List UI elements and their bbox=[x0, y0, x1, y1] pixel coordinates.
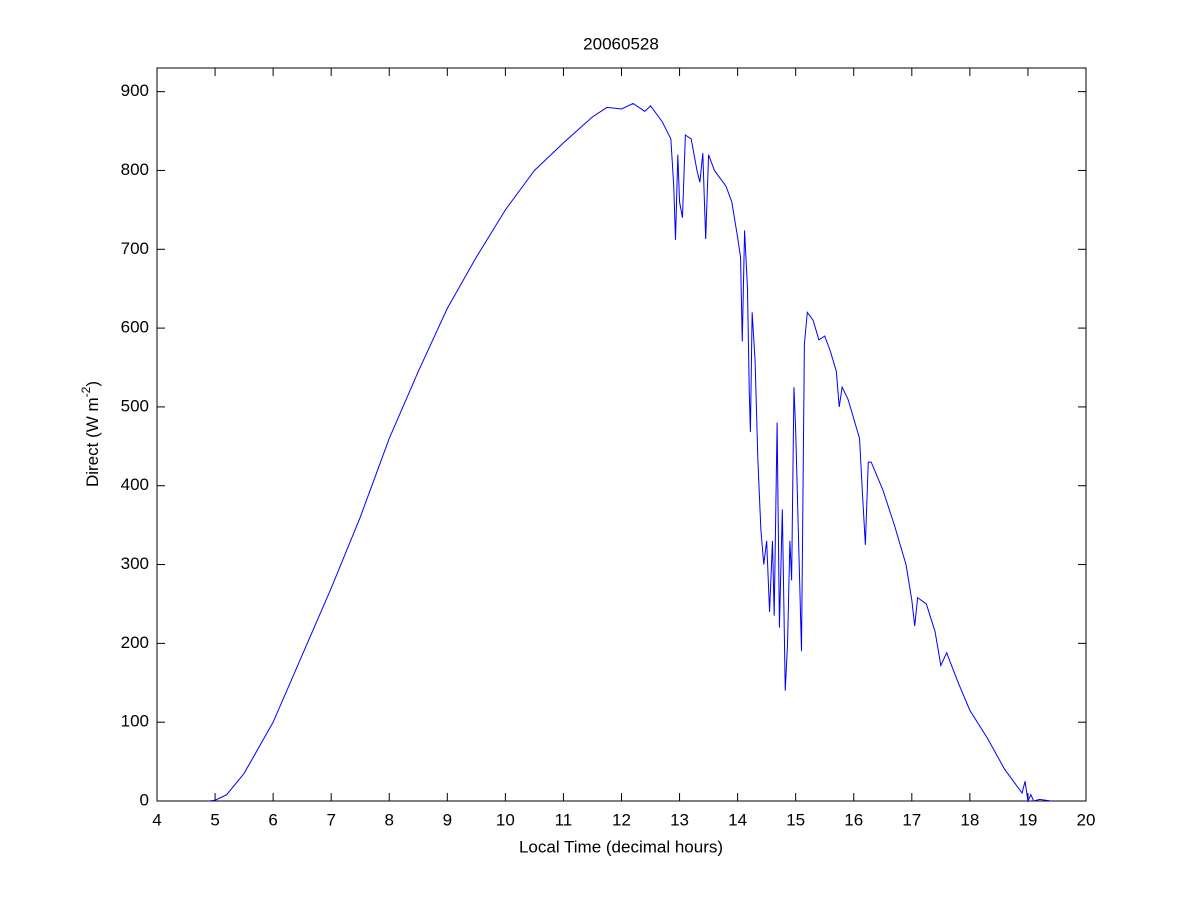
x-tick-label: 7 bbox=[326, 810, 335, 829]
x-axis-label: Local Time (decimal hours) bbox=[519, 837, 723, 856]
x-tick-label: 15 bbox=[786, 810, 805, 829]
y-tick-label: 200 bbox=[121, 633, 149, 652]
x-tick-label: 17 bbox=[902, 810, 921, 829]
x-tick-label: 10 bbox=[496, 810, 515, 829]
y-label-main: Direct (W m bbox=[83, 397, 102, 487]
x-tick-label: 8 bbox=[385, 810, 394, 829]
x-tick-label: 19 bbox=[1018, 810, 1037, 829]
x-tick-label: 20 bbox=[1077, 810, 1096, 829]
y-tick-label: 500 bbox=[121, 396, 149, 415]
y-tick-label: 900 bbox=[121, 81, 149, 100]
y-tick-label: 700 bbox=[121, 239, 149, 258]
x-tick-label: 5 bbox=[210, 810, 219, 829]
chart-title: 20060528 bbox=[583, 34, 659, 53]
plot-box bbox=[156, 67, 1087, 802]
x-tick-label: 9 bbox=[443, 810, 452, 829]
x-tick-label: 13 bbox=[670, 810, 689, 829]
y-tick-label: 400 bbox=[121, 475, 149, 494]
data-line bbox=[209, 102, 1052, 803]
y-tick-label: 300 bbox=[121, 554, 149, 573]
y-tick-label: 600 bbox=[121, 318, 149, 337]
x-tick-label: 16 bbox=[844, 810, 863, 829]
x-tick-label: 18 bbox=[960, 810, 979, 829]
y-tick-label: 800 bbox=[121, 160, 149, 179]
y-label-sup: -2 bbox=[79, 386, 93, 397]
x-tick-label: 12 bbox=[612, 810, 631, 829]
x-tick-label: 14 bbox=[728, 810, 747, 829]
x-tick-label: 6 bbox=[268, 810, 277, 829]
y-label-end: ) bbox=[83, 381, 102, 387]
y-tick-label: 0 bbox=[140, 790, 149, 809]
y-tick-label: 100 bbox=[121, 712, 149, 731]
x-tick-label: 11 bbox=[555, 810, 573, 829]
x-tick-label: 4 bbox=[152, 810, 161, 829]
y-axis-label: Direct (W m-2) bbox=[79, 381, 102, 487]
